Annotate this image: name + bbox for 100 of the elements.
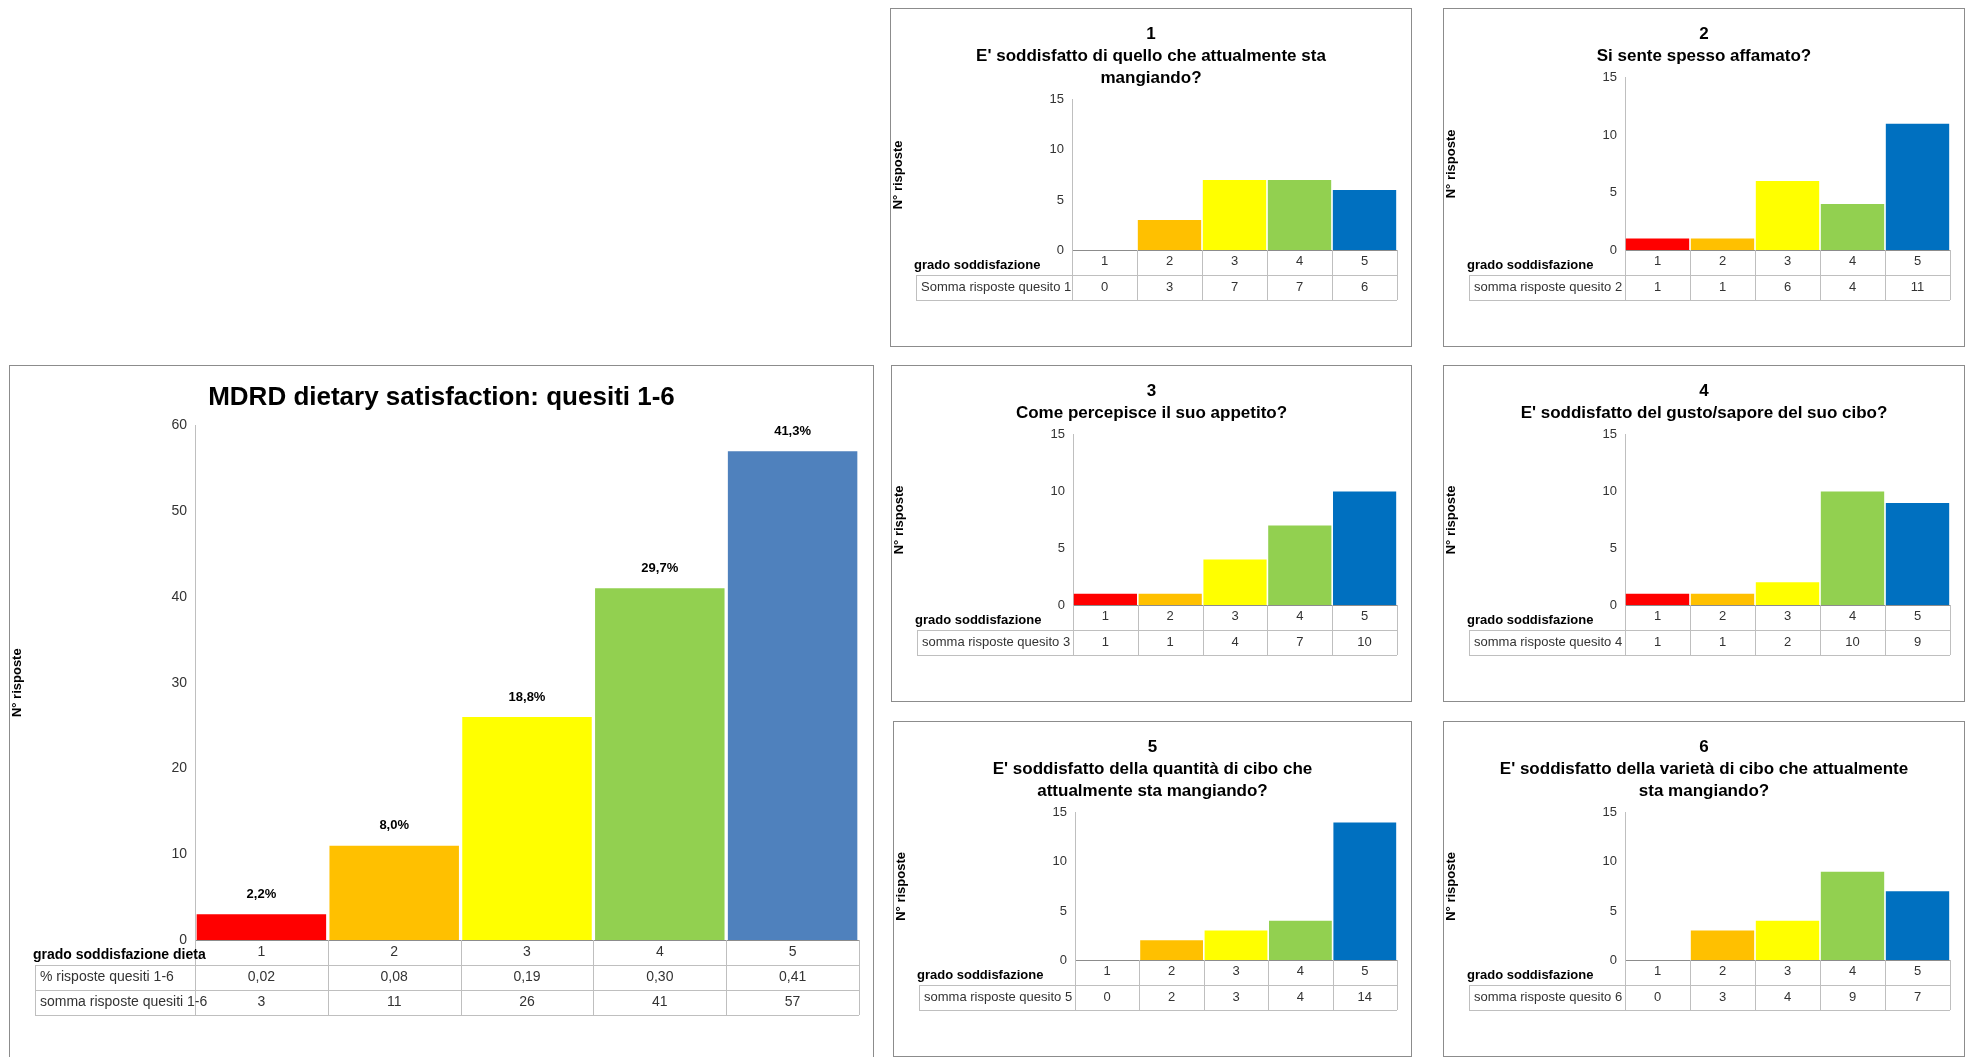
bar xyxy=(1690,930,1755,961)
text: somma risposte quesito 2 xyxy=(1474,279,1623,295)
y-axis-title: N° risposte xyxy=(1443,129,1459,199)
x-tick-label: 4 xyxy=(1296,963,1305,979)
data-label: 4 xyxy=(1231,634,1239,650)
chart-title: 4 xyxy=(1698,380,1710,402)
y-tick-label: 15 xyxy=(1602,69,1617,85)
bar xyxy=(196,914,327,940)
data-label: 4 xyxy=(1848,279,1857,295)
x-tick-label: 1 xyxy=(1653,608,1662,624)
bar xyxy=(1073,593,1137,606)
data-label: 26 xyxy=(519,993,535,1010)
x-tick-label: 2 xyxy=(1167,963,1176,979)
bar xyxy=(1140,940,1203,961)
bar xyxy=(1820,204,1885,251)
y-tick-label: 30 xyxy=(171,673,188,690)
bar xyxy=(1267,180,1332,251)
bar xyxy=(1203,559,1267,606)
bar xyxy=(1138,593,1202,606)
x-tick-label: 5 xyxy=(1913,608,1922,624)
x-tick-label: 4 xyxy=(1848,253,1857,269)
y-tick-label: 5 xyxy=(1609,540,1617,556)
chart-title: 6 xyxy=(1698,736,1710,758)
y-axis-title: N° risposte xyxy=(890,140,906,210)
x-axis-title: grado soddisfazione xyxy=(915,612,1042,628)
data-label: 1 xyxy=(1718,279,1727,295)
data-label: 0 xyxy=(1653,989,1662,1005)
text: somma risposte quesito 4 xyxy=(1474,634,1623,650)
text: 0,08 xyxy=(380,968,409,985)
bar xyxy=(1332,190,1397,251)
x-axis-title: grado soddisfazione xyxy=(917,967,1044,983)
bar xyxy=(1625,238,1690,251)
y-tick-label: 15 xyxy=(1052,804,1067,820)
text: 0,30 xyxy=(646,968,674,985)
y-tick-label: 40 xyxy=(171,587,188,604)
x-tick-label: 2 xyxy=(1718,608,1727,624)
annotation: 18,8% xyxy=(508,688,546,704)
bar xyxy=(1755,921,1820,961)
bar xyxy=(1885,503,1950,606)
y-tick-label: 15 xyxy=(1602,426,1617,442)
bar xyxy=(1820,871,1885,961)
text: 0,02 xyxy=(247,968,276,985)
x-axis-title: grado soddisfazione xyxy=(914,257,1041,273)
data-label: 1 xyxy=(1718,634,1727,650)
bar xyxy=(1625,593,1690,606)
data-label: 1 xyxy=(1653,279,1662,295)
bar xyxy=(1755,181,1820,251)
x-tick-label: 3 xyxy=(1783,963,1792,979)
x-tick-label: 3 xyxy=(1231,608,1239,624)
bar xyxy=(462,716,592,940)
y-tick-label: 0 xyxy=(1609,241,1617,257)
annotation: 41,3% xyxy=(774,422,812,438)
y-axis-title: N° risposte xyxy=(891,485,907,555)
x-tick-label: 1 xyxy=(1653,253,1662,269)
text: somma risposte quesito 6 xyxy=(1474,989,1623,1005)
data-label: 7 xyxy=(1296,634,1304,650)
bar xyxy=(1269,921,1332,961)
data-label: 2 xyxy=(1167,989,1176,1005)
chart-subtitle: E' soddisfatto del gusto/sapore del suo cibo? xyxy=(1519,402,1889,425)
data-label: 11 xyxy=(386,993,402,1010)
x-axis-title: grado soddisfazione xyxy=(1467,257,1594,273)
y-axis-title: N° risposte xyxy=(1443,852,1459,922)
y-tick-label: 10 xyxy=(1602,483,1617,499)
y-tick-label: 5 xyxy=(1609,184,1617,200)
x-tick-label: 3 xyxy=(1230,253,1239,269)
data-label: 7 xyxy=(1913,989,1922,1005)
chart-subtitle: Si sente spesso affamato? xyxy=(1595,45,1813,68)
y-tick-label: 5 xyxy=(1057,540,1065,556)
chart-title: MDRD dietary satisfaction: quesiti 1-6 xyxy=(207,380,676,413)
y-tick-label: 50 xyxy=(171,501,188,518)
x-tick-label: 5 xyxy=(788,943,797,960)
data-label: 0 xyxy=(1100,279,1109,295)
data-label: 1 xyxy=(1166,634,1174,650)
data-label: 9 xyxy=(1848,989,1857,1005)
data-label: 11 xyxy=(1910,279,1925,295)
x-tick-label: 2 xyxy=(1166,608,1174,624)
data-label: 3 xyxy=(257,993,266,1010)
y-tick-label: 10 xyxy=(1602,126,1617,142)
chart-title: 2 xyxy=(1698,23,1710,45)
text: % risposte quesiti 1-6 xyxy=(40,968,175,985)
x-tick-label: 3 xyxy=(1783,253,1792,269)
x-tick-label: 1 xyxy=(1103,963,1111,979)
data-label: 14 xyxy=(1357,989,1373,1005)
bar xyxy=(1137,220,1202,251)
annotation: 2,2% xyxy=(246,885,277,901)
data-label: 10 xyxy=(1357,634,1372,650)
chart-subtitle: E' soddisfatto della varietà di cibo che attualmente sta mangiando? xyxy=(1498,758,1910,803)
data-label: 3 xyxy=(1232,989,1240,1005)
y-tick-label: 60 xyxy=(171,416,188,433)
y-tick-label: 0 xyxy=(1609,596,1617,612)
y-tick-label: 0 xyxy=(1059,951,1067,967)
data-label: 7 xyxy=(1230,279,1239,295)
x-axis-title: grado soddisfazione xyxy=(1467,967,1594,983)
y-axis-title: N° risposte xyxy=(1443,485,1459,555)
x-tick-label: 3 xyxy=(523,943,532,960)
y-tick-label: 0 xyxy=(179,930,188,947)
y-tick-label: 15 xyxy=(1049,91,1064,107)
x-tick-label: 1 xyxy=(257,943,266,960)
data-label: 4 xyxy=(1783,989,1792,1005)
data-label: 57 xyxy=(784,993,801,1010)
